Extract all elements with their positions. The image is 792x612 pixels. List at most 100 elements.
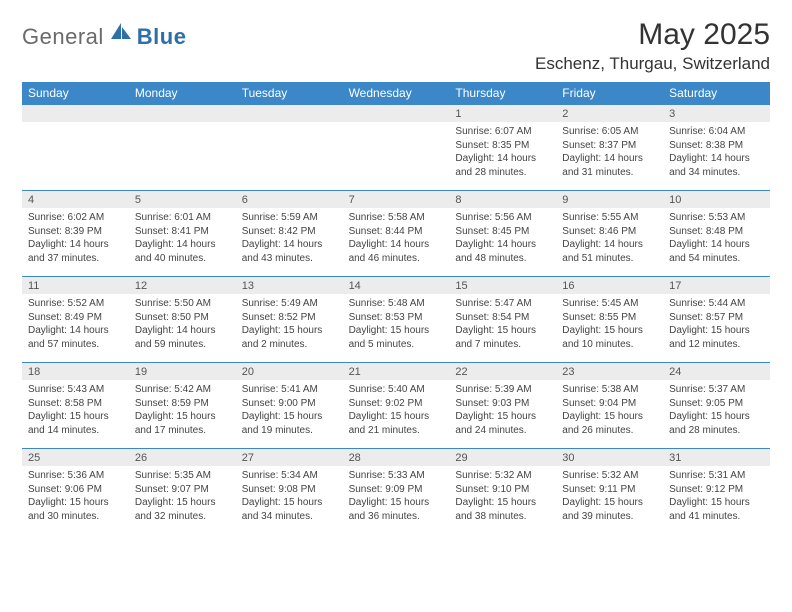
weeks-container: 1 Sunrise: 6:07 AMSunset: 8:35 PM Daylight…	[22, 104, 770, 534]
daylight-text: Daylight: 15 hours and 24 minutes.	[455, 410, 550, 437]
daylight-text: Daylight: 15 hours and 30 minutes.	[28, 496, 123, 523]
sunrise-text: Sunrise: 5:55 AM	[562, 211, 657, 225]
daylight-text: Daylight: 14 hours and 34 minutes.	[669, 152, 764, 179]
day-cell	[236, 104, 343, 190]
sunset-text: Sunset: 8:48 PM	[669, 225, 764, 239]
sunrise-text: Sunrise: 5:45 AM	[562, 297, 657, 311]
daylight-text: Daylight: 15 hours and 2 minutes.	[242, 324, 337, 351]
sunrise-text: Sunrise: 5:50 AM	[135, 297, 230, 311]
day-number-row: 1	[449, 104, 556, 122]
daylight-text: Daylight: 14 hours and 54 minutes.	[669, 238, 764, 265]
sunrise-text: Sunrise: 6:04 AM	[669, 125, 764, 139]
calendar-grid: Sunday Monday Tuesday Wednesday Thursday…	[22, 82, 770, 534]
day-cell: 11Sunrise: 5:52 AMSunset: 8:49 PMDayligh…	[22, 276, 129, 362]
day-number: 26	[129, 452, 147, 464]
day-cell: 27Sunrise: 5:34 AMSunset: 9:08 PMDayligh…	[236, 448, 343, 534]
day-number: 28	[343, 452, 361, 464]
daylight-text: Daylight: 14 hours and 46 minutes.	[349, 238, 444, 265]
brand-logo: General Blue	[22, 24, 186, 50]
day-cell: 22Sunrise: 5:39 AMSunset: 9:03 PMDayligh…	[449, 362, 556, 448]
day-number-row: 15	[449, 276, 556, 294]
sunrise-text: Sunrise: 5:48 AM	[349, 297, 444, 311]
sunset-text: Sunset: 8:53 PM	[349, 311, 444, 325]
day-body: Sunrise: 5:36 AMSunset: 9:06 PMDaylight:…	[22, 466, 129, 529]
sunset-text: Sunset: 8:44 PM	[349, 225, 444, 239]
day-body: Sunrise: 5:53 AMSunset: 8:48 PMDaylight:…	[663, 208, 770, 271]
day-number-row: 3	[663, 104, 770, 122]
day-cell: 21Sunrise: 5:40 AMSunset: 9:02 PMDayligh…	[343, 362, 450, 448]
sunrise-text: Sunrise: 5:49 AM	[242, 297, 337, 311]
sunset-text: Sunset: 9:02 PM	[349, 397, 444, 411]
sunrise-text: Sunrise: 5:32 AM	[562, 469, 657, 483]
day-body: Sunrise: 5:50 AMSunset: 8:50 PMDaylight:…	[129, 294, 236, 357]
day-number: 10	[663, 194, 681, 206]
day-number-row: 4	[22, 190, 129, 208]
sunrise-text: Sunrise: 6:07 AM	[455, 125, 550, 139]
daylight-text: Daylight: 15 hours and 12 minutes.	[669, 324, 764, 351]
day-number-row: 24	[663, 362, 770, 380]
daylight-text: Daylight: 15 hours and 38 minutes.	[455, 496, 550, 523]
day-number-row: 8	[449, 190, 556, 208]
day-number-row: 28	[343, 448, 450, 466]
day-number: 29	[449, 452, 467, 464]
day-number: 19	[129, 366, 147, 378]
daylight-text: Daylight: 15 hours and 14 minutes.	[28, 410, 123, 437]
day-number-row: 16	[556, 276, 663, 294]
day-body	[129, 122, 236, 174]
daylight-text: Daylight: 14 hours and 37 minutes.	[28, 238, 123, 265]
day-number: 9	[556, 194, 568, 206]
sunrise-text: Sunrise: 5:42 AM	[135, 383, 230, 397]
sunset-text: Sunset: 9:10 PM	[455, 483, 550, 497]
day-body: Sunrise: 5:59 AMSunset: 8:42 PMDaylight:…	[236, 208, 343, 271]
day-number: 25	[22, 452, 40, 464]
day-cell: 1Sunrise: 6:07 AMSunset: 8:35 PMDaylight…	[449, 104, 556, 190]
day-number-row	[22, 104, 129, 122]
daylight-text: Daylight: 14 hours and 40 minutes.	[135, 238, 230, 265]
week-row: 18Sunrise: 5:43 AMSunset: 8:58 PMDayligh…	[22, 362, 770, 448]
calendar-page: General Blue May 2025 Eschenz, Thurgau, …	[0, 0, 792, 544]
day-body	[22, 122, 129, 174]
sunset-text: Sunset: 8:37 PM	[562, 139, 657, 153]
weekday-header: Tuesday	[236, 82, 343, 104]
sunrise-text: Sunrise: 6:02 AM	[28, 211, 123, 225]
day-cell: 5Sunrise: 6:01 AMSunset: 8:41 PMDaylight…	[129, 190, 236, 276]
day-number: 20	[236, 366, 254, 378]
day-number: 12	[129, 280, 147, 292]
day-number: 14	[343, 280, 361, 292]
daylight-text: Daylight: 14 hours and 51 minutes.	[562, 238, 657, 265]
day-number-row: 14	[343, 276, 450, 294]
day-number: 30	[556, 452, 574, 464]
sunrise-text: Sunrise: 5:34 AM	[242, 469, 337, 483]
day-cell: 13Sunrise: 5:49 AMSunset: 8:52 PMDayligh…	[236, 276, 343, 362]
day-cell: 16Sunrise: 5:45 AMSunset: 8:55 PMDayligh…	[556, 276, 663, 362]
day-cell: 23Sunrise: 5:38 AMSunset: 9:04 PMDayligh…	[556, 362, 663, 448]
day-body: Sunrise: 6:01 AMSunset: 8:41 PMDaylight:…	[129, 208, 236, 271]
sunset-text: Sunset: 9:12 PM	[669, 483, 764, 497]
sunset-text: Sunset: 8:35 PM	[455, 139, 550, 153]
day-number: 24	[663, 366, 681, 378]
daylight-text: Daylight: 14 hours and 59 minutes.	[135, 324, 230, 351]
weekday-header: Thursday	[449, 82, 556, 104]
day-number: 2	[556, 108, 568, 120]
title-block: May 2025 Eschenz, Thurgau, Switzerland	[535, 18, 770, 74]
daylight-text: Daylight: 15 hours and 21 minutes.	[349, 410, 444, 437]
day-body: Sunrise: 5:52 AMSunset: 8:49 PMDaylight:…	[22, 294, 129, 357]
day-number: 8	[449, 194, 461, 206]
daylight-text: Daylight: 14 hours and 48 minutes.	[455, 238, 550, 265]
sunrise-text: Sunrise: 5:43 AM	[28, 383, 123, 397]
day-number-row: 20	[236, 362, 343, 380]
day-number: 31	[663, 452, 681, 464]
sunrise-text: Sunrise: 5:33 AM	[349, 469, 444, 483]
day-body: Sunrise: 5:39 AMSunset: 9:03 PMDaylight:…	[449, 380, 556, 443]
sunset-text: Sunset: 9:11 PM	[562, 483, 657, 497]
brand-sail-icon	[109, 21, 133, 46]
daylight-text: Daylight: 14 hours and 57 minutes.	[28, 324, 123, 351]
day-number-row: 25	[22, 448, 129, 466]
day-body: Sunrise: 5:35 AMSunset: 9:07 PMDaylight:…	[129, 466, 236, 529]
day-body: Sunrise: 5:47 AMSunset: 8:54 PMDaylight:…	[449, 294, 556, 357]
week-row: 4Sunrise: 6:02 AMSunset: 8:39 PMDaylight…	[22, 190, 770, 276]
sunset-text: Sunset: 9:06 PM	[28, 483, 123, 497]
day-cell: 15Sunrise: 5:47 AMSunset: 8:54 PMDayligh…	[449, 276, 556, 362]
sunrise-text: Sunrise: 5:39 AM	[455, 383, 550, 397]
sunrise-text: Sunrise: 5:31 AM	[669, 469, 764, 483]
